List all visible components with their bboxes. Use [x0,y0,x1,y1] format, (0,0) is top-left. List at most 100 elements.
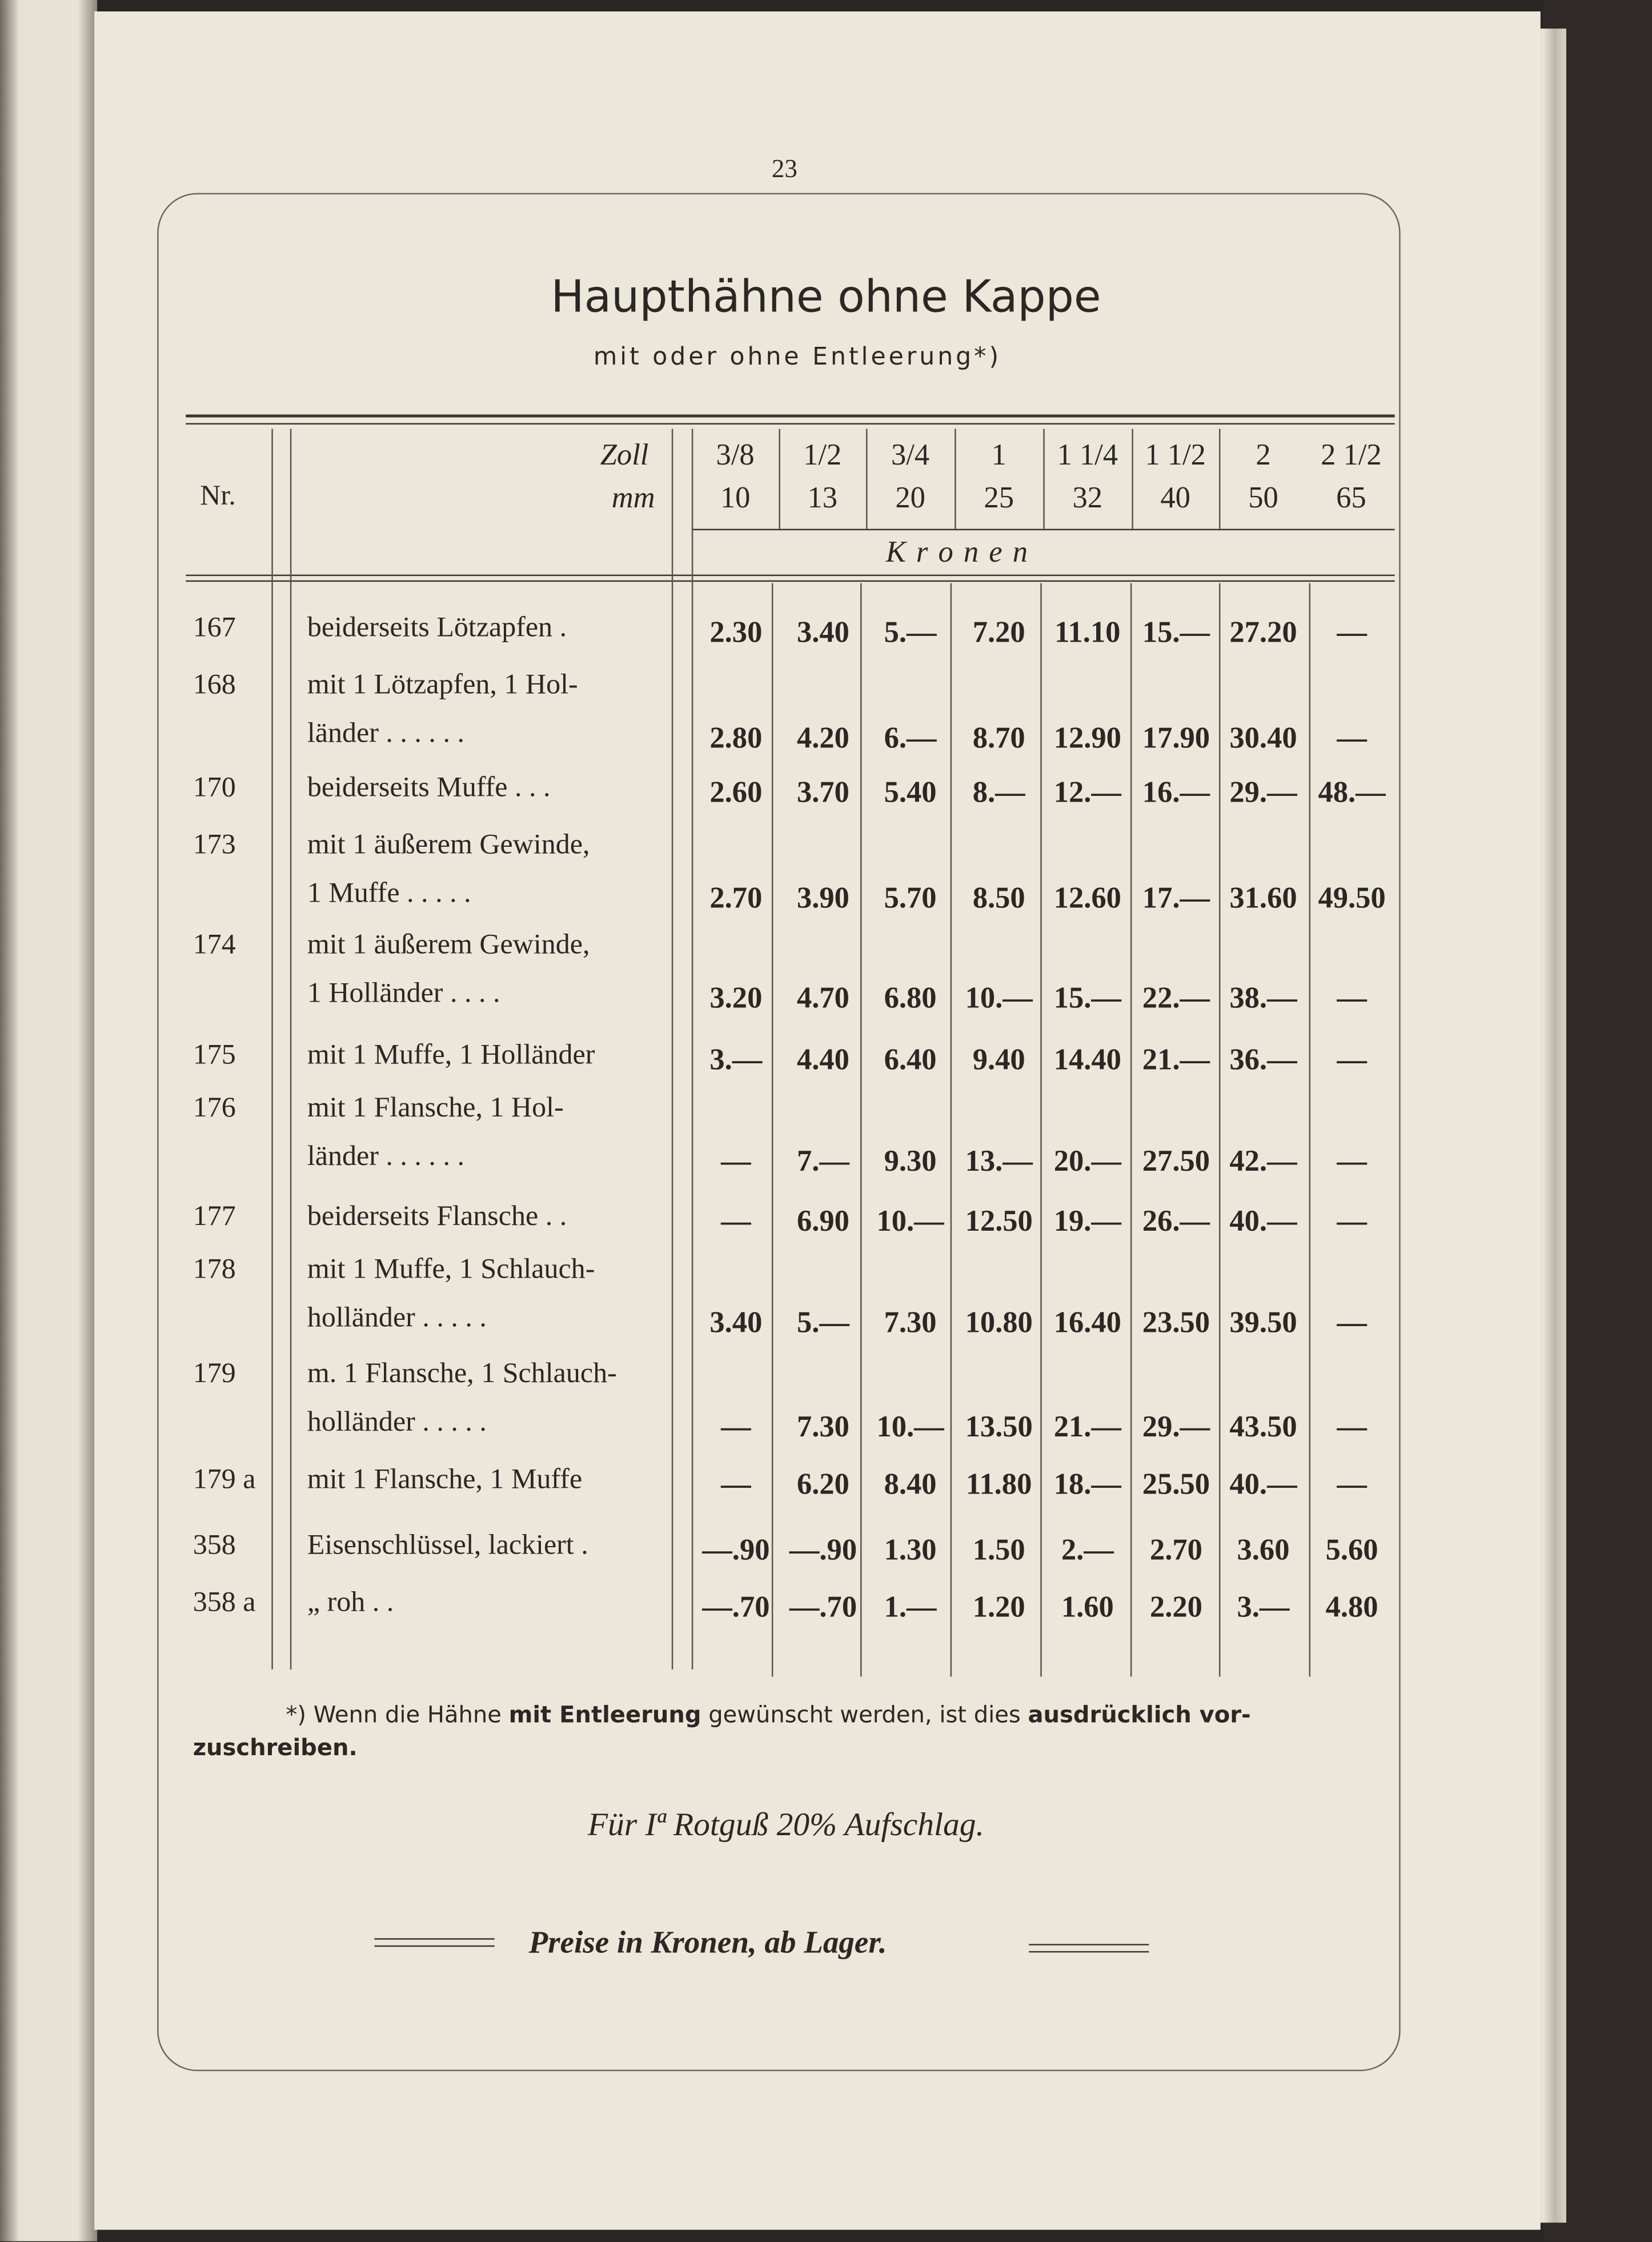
price-cell: 7.— [797,1143,849,1178]
footnote-text: *) Wenn die Hähne [286,1701,509,1728]
item-description: mit 1 äußerem Gewinde, [307,828,590,861]
column-divider [671,429,673,1670]
header-rule [691,529,1395,531]
price-cell: 15.— [1142,614,1210,649]
price-cell: 3.70 [797,774,849,809]
item-description: mit 1 Flansche, 1 Muffe [307,1463,583,1495]
footnote: *) Wenn die Hähne mit Entleerung gewünsc… [286,1701,1250,1728]
nr-header: Nr. [200,480,236,512]
price-cell: 1.50 [972,1532,1025,1567]
item-description: beiderseits Flansche . . [307,1200,567,1232]
price-cell: 16.40 [1053,1305,1121,1340]
price-cell: 3.90 [797,880,849,915]
size-mm-header: 65 [1336,480,1366,515]
price-cell: 40.— [1229,1203,1297,1238]
price-cell: 9.30 [884,1143,937,1178]
price-cell: — [1337,1466,1367,1501]
price-cell: 7.30 [797,1409,849,1444]
size-inch-header: 1 1/4 [1057,437,1118,472]
column-divider [290,429,292,1670]
item-number: 358 [193,1529,236,1561]
item-number: 178 [193,1253,236,1286]
price-cell: 20.— [1053,1143,1121,1178]
price-cell: — [1337,1203,1367,1238]
price-cell: 17.90 [1142,720,1210,755]
size-mm-header: 32 [1072,480,1103,515]
item-description: beiderseits Muffe . . . [307,771,551,803]
item-description: 1 Muffe . . . . . [307,878,471,910]
price-cell: 4.70 [797,980,849,1015]
price-cell: 3.20 [709,980,763,1015]
item-number: 179 [193,1358,236,1390]
price-cell: 40.— [1229,1466,1297,1501]
item-description: mit 1 Muffe, 1 Holländer [307,1039,595,1071]
price-cell: 7.30 [884,1305,937,1340]
price-cell: 31.60 [1229,880,1297,915]
price-cell: — [721,1466,751,1501]
price-cell: 12.90 [1053,720,1121,755]
price-cell: — [721,1409,751,1444]
item-number: 358 a [193,1586,256,1618]
item-number: 173 [193,828,236,861]
price-cell: 4.40 [797,1042,849,1076]
price-cell: 6.90 [797,1203,849,1238]
price-cell: 10.— [965,980,1033,1015]
item-description: m. 1 Flansche, 1 Schlauch- [307,1358,617,1390]
price-cell: 3.40 [709,1305,763,1340]
price-cell: 5.40 [884,774,937,809]
footnote-bold: ausdrücklich vor- [1028,1701,1251,1728]
item-description: Eisenschlüssel, lackiert . [307,1529,588,1561]
size-inch-header: 1/2 [803,437,842,472]
price-cell: 12.— [1053,774,1121,809]
size-inch-header: 3/4 [891,437,930,472]
item-number: 167 [193,611,236,643]
price-cell: 18.— [1053,1466,1121,1501]
table-top-rule [186,414,1395,418]
price-cell: — [1337,980,1367,1015]
mm-label: mm [611,480,655,515]
price-cell: 1.60 [1061,1589,1114,1624]
price-cell: — [1337,720,1367,755]
decor-rule [1029,1944,1149,1945]
price-cell: 29.— [1142,1409,1210,1444]
price-cell: 29.— [1229,774,1297,809]
price-cell: 42.— [1229,1143,1297,1178]
item-number: 177 [193,1200,236,1232]
price-cell: 13.50 [965,1409,1033,1444]
item-description: holländer . . . . . [307,1406,487,1438]
price-cell: 2.20 [1149,1589,1202,1624]
price-cell: — [1337,1143,1367,1178]
item-number: 170 [193,771,236,803]
zoll-label: Zoll [600,437,649,472]
item-description: holländer . . . . . [307,1302,487,1334]
price-cell: 10.80 [965,1305,1033,1340]
price-cell: 27.20 [1229,614,1297,649]
price-cell: 12.50 [965,1203,1033,1238]
price-cell: —.70 [789,1589,857,1624]
price-cell: 2.60 [709,774,763,809]
price-cell: 36.— [1229,1042,1297,1076]
price-cell: 1.— [884,1589,937,1624]
price-cell: 3.— [709,1042,763,1076]
item-number: 176 [193,1092,236,1124]
footnote-bold: mit Entleerung [508,1701,701,1728]
header-bottom-rule-2 [186,580,1395,582]
size-mm-header: 20 [895,480,925,515]
price-cell: 14.40 [1053,1042,1121,1076]
price-cell: — [1337,1409,1367,1444]
price-cell: 3.60 [1237,1532,1290,1567]
price-cell: 7.20 [972,614,1025,649]
item-description: mit 1 Muffe, 1 Schlauch- [307,1253,595,1286]
price-cell: 11.10 [1054,614,1121,649]
price-cell: 39.50 [1229,1305,1297,1340]
price-cell: — [1337,1042,1367,1076]
price-cell: 6.20 [797,1466,849,1501]
price-cell: 49.50 [1318,880,1386,915]
size-inch-header: 2 1/2 [1321,437,1382,472]
column-divider [866,429,868,529]
page-number: 23 [771,154,797,183]
price-cell: —.90 [789,1532,857,1567]
content-frame [157,193,1401,2071]
price-cell: 2.70 [709,880,763,915]
item-number: 168 [193,668,236,700]
